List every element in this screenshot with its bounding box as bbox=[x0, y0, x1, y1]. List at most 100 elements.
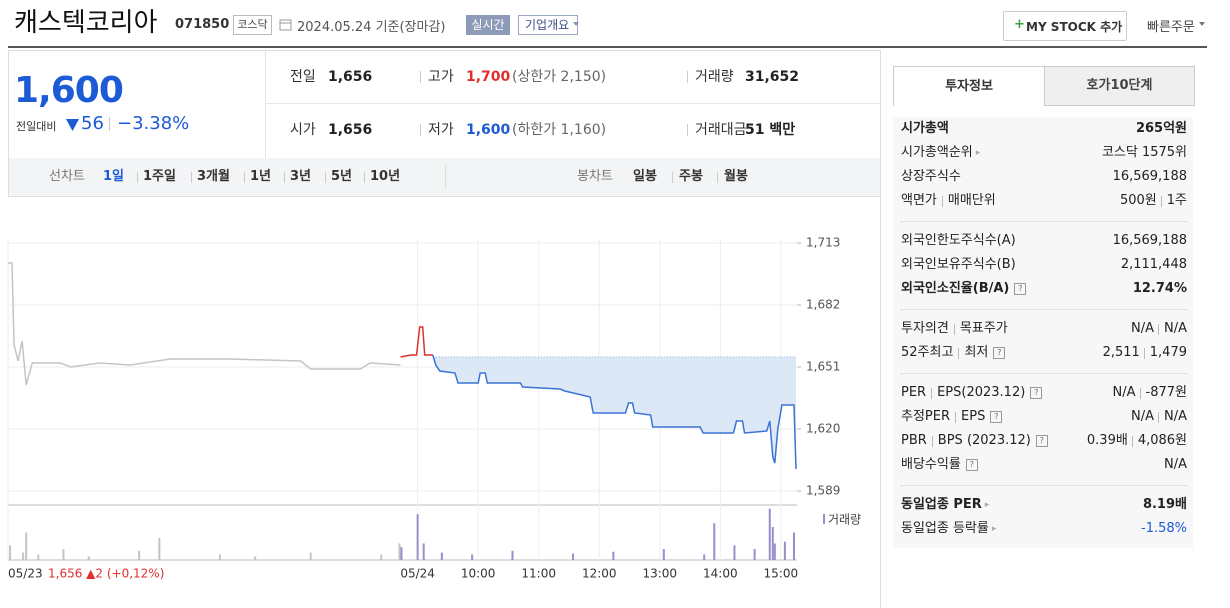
company-info-button[interactable]: 기업개요 bbox=[518, 15, 578, 35]
divider bbox=[137, 172, 138, 183]
volume-bar bbox=[380, 554, 383, 560]
volume-bar bbox=[422, 543, 425, 560]
volume-bar bbox=[254, 556, 257, 560]
info-label: PBR bbox=[901, 433, 927, 448]
divider bbox=[284, 172, 285, 183]
separator bbox=[1158, 412, 1159, 423]
divider bbox=[265, 50, 266, 158]
volume-bar bbox=[471, 554, 474, 560]
realtime-badge[interactable]: 실시간 bbox=[466, 15, 510, 35]
info-label: 배당수익률 bbox=[901, 457, 961, 472]
summary-label: 거래대금 bbox=[695, 122, 747, 138]
arrow-icon: ▸ bbox=[991, 524, 997, 534]
x-tick-label: 10:00 bbox=[461, 567, 496, 581]
period-tab[interactable]: 1주일 bbox=[143, 169, 176, 184]
divider bbox=[191, 172, 192, 183]
period-tab[interactable]: 3개월 bbox=[197, 169, 230, 184]
x-tick-label: 05/24 bbox=[400, 567, 435, 581]
info-value: 265억원 bbox=[1135, 121, 1187, 136]
period-tab[interactable]: 월봉 bbox=[724, 169, 748, 184]
date: 2024.05.24 기준(장마감) bbox=[297, 20, 446, 35]
x-tick-label: 05/23 bbox=[8, 567, 43, 581]
info-label: BPS (2023.12) bbox=[937, 433, 1031, 448]
divider bbox=[364, 172, 365, 183]
area bbox=[432, 355, 796, 469]
info-value: 16,569,188 bbox=[1112, 233, 1187, 248]
info-label: 추정PER bbox=[901, 409, 951, 424]
help-icon: ? bbox=[1030, 387, 1043, 399]
volume-bar bbox=[9, 545, 12, 560]
my-stock-button[interactable]: + MY STOCK 추가 bbox=[1003, 11, 1127, 41]
arrow-icon: ▸ bbox=[975, 148, 981, 158]
volume-bar bbox=[703, 554, 706, 560]
y-tick-label: 1,682 bbox=[806, 298, 840, 312]
chart-toolbar bbox=[8, 158, 881, 197]
separator bbox=[941, 196, 943, 207]
info-value: 코스닥 1575위 bbox=[1101, 145, 1187, 160]
plus-icon: + bbox=[1014, 17, 1025, 32]
prev-close-label: 1,656 ▲2 (+0,12%) bbox=[48, 567, 164, 581]
help-icon: ? bbox=[990, 411, 1003, 423]
candle-chart-label: 봉차트 bbox=[577, 169, 613, 184]
company-info-text: 기업개요 bbox=[525, 18, 570, 32]
summary-label: 저가 bbox=[428, 122, 454, 138]
info-label: 최저 bbox=[964, 345, 989, 360]
info-tab[interactable]: 호가10단계 bbox=[1044, 66, 1195, 106]
summary-label: 전일 bbox=[290, 69, 316, 85]
calendar-icon bbox=[279, 19, 292, 31]
period-tab[interactable]: 3년 bbox=[290, 169, 312, 184]
info-label: PER bbox=[901, 385, 927, 400]
volume-bar bbox=[400, 547, 403, 560]
divider bbox=[266, 103, 880, 104]
summary-value: 1,656 bbox=[328, 69, 373, 85]
period-tab[interactable]: 5년 bbox=[331, 169, 353, 184]
volume-bar bbox=[22, 552, 25, 560]
separator bbox=[931, 388, 933, 399]
change-value: 56 bbox=[81, 113, 104, 134]
help-icon: ? bbox=[965, 459, 978, 471]
x-tick-label: 12:00 bbox=[582, 567, 617, 581]
current-price: 1,600 bbox=[14, 70, 124, 111]
quick-order[interactable]: 빠른주문 bbox=[1147, 20, 1195, 35]
price-line bbox=[400, 326, 433, 358]
info-label: 액면가 bbox=[901, 193, 937, 208]
volume-bar bbox=[792, 532, 795, 560]
info-value: 2,511 bbox=[1102, 345, 1140, 360]
info-label: EPS(2023.12) bbox=[937, 385, 1026, 400]
info-value: 500원 bbox=[1119, 193, 1157, 208]
divider bbox=[109, 117, 110, 131]
summary-value: 1,656 bbox=[328, 122, 373, 138]
volume-bar bbox=[768, 508, 771, 560]
period-tab[interactable]: 1년 bbox=[250, 169, 272, 184]
group-divider bbox=[901, 373, 1187, 374]
period-tab[interactable]: 일봉 bbox=[633, 169, 657, 184]
period-tab[interactable]: 1일 bbox=[103, 169, 125, 184]
volume-bar bbox=[398, 543, 401, 560]
x-tick-label: 13:00 bbox=[642, 567, 677, 581]
summary-extra: (상한가 2,150) bbox=[512, 69, 607, 85]
divider bbox=[672, 172, 673, 183]
info-label: 매매단위 bbox=[947, 193, 996, 208]
volume-bar bbox=[25, 532, 28, 560]
info-tab-active[interactable]: 투자정보 bbox=[893, 66, 1045, 106]
info-label: 목표주가 bbox=[959, 321, 1008, 336]
period-tab[interactable]: 주봉 bbox=[679, 169, 703, 184]
price-line bbox=[8, 262, 401, 386]
volume-bar bbox=[87, 556, 90, 560]
volume-bar bbox=[511, 550, 514, 560]
volume-bar bbox=[753, 549, 756, 560]
info-value: 12.74% bbox=[1132, 281, 1187, 296]
header-rule bbox=[8, 46, 1207, 48]
info-label: 시가총액순위 bbox=[901, 145, 973, 160]
info-label: 투자의견 bbox=[901, 321, 949, 336]
summary-label: 시가 bbox=[290, 122, 316, 138]
summary-value: 1,600 bbox=[466, 122, 511, 138]
separator bbox=[931, 436, 933, 447]
info-value: N/A bbox=[1164, 321, 1187, 336]
divider bbox=[420, 71, 421, 83]
info-label: 52주최고 bbox=[901, 345, 954, 360]
chart: 1,713 1,682 1,651 1,620 1,589 05/23 05/24 10:00… bbox=[7, 236, 861, 581]
period-tab[interactable]: 10년 bbox=[370, 169, 401, 184]
